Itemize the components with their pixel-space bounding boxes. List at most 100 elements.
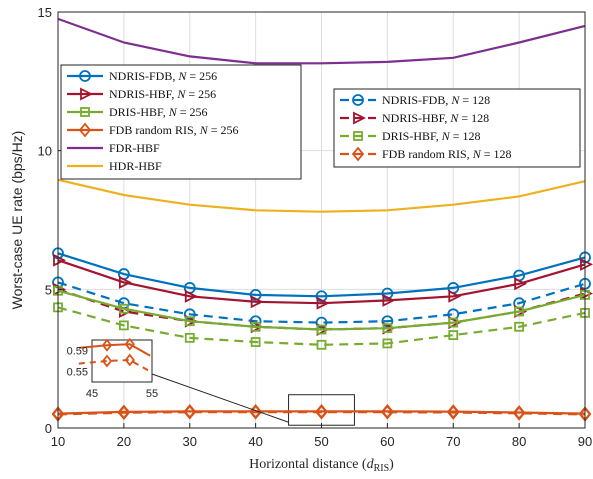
legend-label-value: = 128 — [481, 147, 512, 161]
y-tick-label: 5 — [45, 282, 52, 297]
inset-series-line — [78, 343, 151, 357]
square-marker — [118, 303, 129, 314]
legend-label-name: FDR-HBF — [109, 141, 160, 155]
y-tick-label: 15 — [38, 5, 52, 20]
legend-label: DRIS-HBF, N = 256 — [109, 105, 208, 119]
series-5 — [57, 178, 586, 213]
x-tick-label: 40 — [248, 434, 262, 449]
square-marker — [80, 107, 90, 117]
circle-marker — [381, 315, 394, 328]
triangle-marker — [580, 257, 593, 271]
diamond-marker — [124, 353, 135, 367]
series-line — [57, 410, 586, 415]
legend-label-name: FDB random RIS, — [382, 147, 473, 161]
legend-label: FDR-HBF — [109, 141, 160, 155]
diamond-marker — [101, 338, 113, 352]
square-marker — [514, 306, 525, 317]
x-tick-label: 90 — [578, 434, 592, 449]
circle-marker — [249, 288, 262, 301]
legend-label: NDRIS-FDB, N = 128 — [382, 93, 490, 107]
diamond-marker — [117, 404, 131, 420]
y-tick-label: 10 — [38, 144, 52, 159]
series-2 — [53, 285, 590, 335]
circle-marker — [381, 287, 394, 300]
triangle-marker — [80, 87, 94, 101]
diamond-marker — [101, 354, 113, 368]
square-marker — [250, 321, 261, 332]
diamond-marker — [447, 404, 460, 420]
triangle-marker — [250, 295, 264, 309]
x-tick-label: 30 — [183, 434, 197, 449]
legend-label-var: N — [472, 147, 482, 161]
series-layer — [51, 17, 593, 422]
legend-entry: FDB random RIS, N = 128 — [340, 146, 511, 162]
x-axis-label-var: d — [367, 457, 375, 472]
series-line — [57, 306, 586, 346]
x-tick-label: 80 — [512, 434, 526, 449]
square-marker — [448, 317, 459, 328]
diamond-marker — [124, 337, 135, 351]
series-4 — [57, 17, 586, 65]
legend-label: NDRIS-FDB, N = 256 — [109, 69, 217, 83]
legend-label-name: NDRIS-HBF, — [109, 87, 177, 101]
legend-label-var: N — [177, 69, 187, 83]
circle-marker — [79, 70, 91, 82]
triangle-marker — [353, 111, 367, 125]
square-marker — [316, 324, 327, 335]
legend-label: DRIS-HBF, N = 128 — [382, 129, 481, 143]
legend-entry: HDR-HBF — [67, 159, 162, 173]
legend-label: NDRIS-HBF, N = 128 — [382, 111, 489, 125]
zoom-connector-line — [151, 373, 289, 423]
inset-plot: 0.59 0.55 45 55 — [67, 337, 289, 423]
legend-entry: NDRIS-FDB, N = 256 — [67, 69, 217, 83]
square-marker — [184, 316, 195, 327]
series-8 — [53, 302, 590, 350]
series-line — [57, 17, 586, 65]
legend-label: HDR-HBF — [109, 159, 162, 173]
diamond-marker — [183, 403, 196, 419]
x-tick-label: 60 — [380, 434, 394, 449]
legend-label-var: N — [168, 105, 178, 119]
diamond-marker — [315, 403, 328, 419]
x-tick-label: 70 — [446, 434, 460, 449]
square-marker — [250, 337, 261, 347]
x-tick-label: 50 — [314, 434, 328, 449]
series-line — [57, 289, 586, 331]
legend-label-name: NDRIS-FDB, — [109, 69, 178, 83]
legend-label-value: = 256 — [177, 105, 208, 119]
legend-label-var: N — [176, 87, 186, 101]
legend-label: NDRIS-HBF, N = 256 — [109, 87, 216, 101]
series-line — [57, 252, 586, 298]
legend-label-value: = 256 — [208, 123, 239, 137]
legend-label-var: N — [449, 111, 459, 125]
circle-marker — [352, 94, 364, 106]
series-line — [57, 288, 586, 331]
inset-series-line — [78, 358, 151, 373]
square-marker — [184, 332, 195, 343]
legend-label-name: DRIS-HBF, — [382, 129, 442, 143]
inset-series-9 — [78, 353, 151, 373]
legend-entry: FDR-HBF — [67, 141, 160, 155]
legend-label-var: N — [199, 123, 209, 137]
inset-x-tick-label: 55 — [146, 388, 158, 400]
circle-marker — [183, 308, 196, 321]
series-line — [57, 281, 586, 324]
inset-series-3 — [78, 337, 151, 357]
square-marker — [316, 339, 327, 350]
circle-marker — [315, 316, 328, 329]
x-tick-label: 10 — [51, 434, 65, 449]
triangle-marker — [118, 275, 132, 289]
legend-label: FDB random RIS, N = 128 — [382, 147, 511, 161]
legend-entry: NDRIS-HBF, N = 128 — [340, 111, 489, 125]
legend-entry: DRIS-HBF, N = 128 — [340, 129, 481, 143]
x-axis-label-main: Horizontal distance ( — [249, 457, 367, 472]
inset-y-tick-label: 0.59 — [67, 346, 88, 358]
x-axis-label: Horizontal distance (dRIS) — [249, 457, 394, 474]
square-marker — [382, 338, 393, 349]
series-line — [57, 178, 586, 213]
legend-label-var: N — [450, 93, 460, 107]
square-marker — [118, 320, 129, 331]
triangle-marker — [448, 289, 462, 303]
legend-label-name: NDRIS-HBF, — [382, 111, 450, 125]
